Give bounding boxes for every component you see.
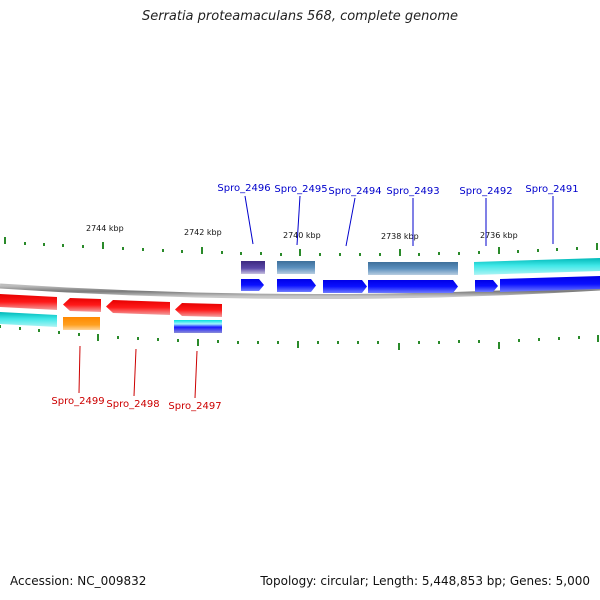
gene-arrow-forward[interactable] [323, 280, 367, 293]
forward-gene-arrows [241, 276, 600, 293]
gene-arrow-forward[interactable] [277, 279, 316, 292]
kbp-label: 2740 kbp [283, 231, 321, 240]
feature-block[interactable] [63, 317, 100, 330]
gene-arrow-forward[interactable] [241, 279, 264, 291]
feature-block[interactable] [241, 261, 265, 274]
kbp-label: 2742 kbp [184, 228, 222, 237]
gene-arrow-forward[interactable] [368, 280, 458, 293]
gene-arrow-forward[interactable] [475, 280, 498, 292]
feature-block[interactable] [174, 320, 222, 333]
forward-feature-row [241, 258, 600, 275]
gene-arrow-forward[interactable] [500, 276, 600, 292]
gene-arrow-reverse[interactable] [0, 294, 57, 310]
gene-label-forward[interactable]: Spro_2492 [459, 186, 512, 197]
kbp-label: 2738 kbp [381, 232, 419, 241]
page-title: Serratia proteamaculans 568, complete ge… [141, 9, 459, 24]
gene-label-forward[interactable]: Spro_2495 [274, 184, 327, 195]
feature-block[interactable] [368, 262, 458, 275]
reverse-gene-arrows [0, 294, 222, 317]
inner-ticks [0, 325, 599, 350]
genome-summary-text: Topology: circular; Length: 5,448,853 bp… [260, 574, 590, 588]
forward-leaders [244, 195, 554, 247]
feature-block[interactable] [0, 312, 57, 327]
gene-arrow-reverse[interactable] [63, 298, 101, 312]
gene-label-forward[interactable]: Spro_2493 [386, 186, 439, 197]
gene-label-forward[interactable]: Spro_2491 [525, 184, 578, 195]
gene-label-reverse[interactable]: Spro_2499 [51, 396, 104, 407]
kbp-label: 2736 kbp [480, 231, 518, 240]
genome-backbone [0, 283, 600, 300]
gene-arrow-reverse[interactable] [106, 300, 170, 315]
accession-text: Accession: NC_009832 [10, 574, 147, 588]
gene-label-forward[interactable]: Spro_2494 [328, 186, 381, 197]
gene-label-reverse[interactable]: Spro_2497 [168, 401, 221, 412]
kbp-label: 2744 kbp [86, 224, 124, 233]
feature-block[interactable] [474, 258, 600, 275]
outer-ticks [4, 237, 598, 256]
gene-label-reverse[interactable]: Spro_2498 [106, 399, 159, 410]
reverse-leaders [78, 345, 198, 399]
gene-label-forward[interactable]: Spro_2496 [217, 183, 270, 194]
reverse-feature-row [0, 312, 222, 333]
gene-arrow-reverse[interactable] [175, 303, 222, 317]
feature-block[interactable] [277, 261, 315, 274]
